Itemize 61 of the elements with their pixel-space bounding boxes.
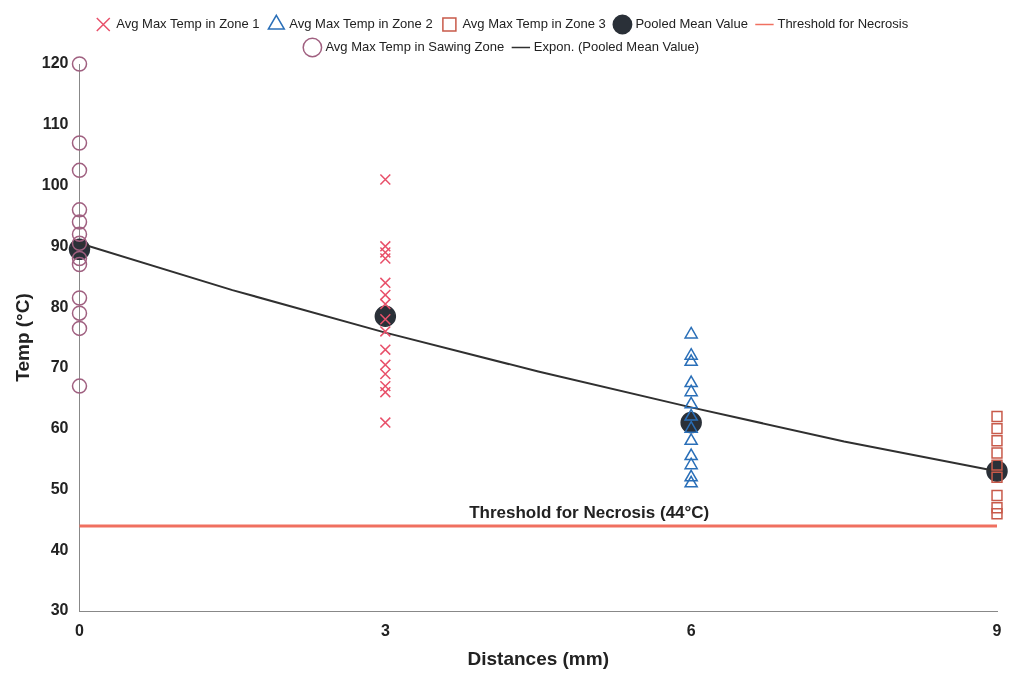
point	[684, 448, 698, 461]
y-tick-label: 90	[50, 236, 69, 254]
y-tick-label: 110	[42, 115, 69, 133]
y-tick-label: 60	[50, 419, 69, 437]
point	[991, 508, 1003, 520]
legend-label: Threshold for Necrosis	[777, 16, 909, 32]
point	[991, 489, 1003, 502]
x-tick-label: 9	[992, 622, 1002, 640]
y-tick-label: 100	[41, 175, 69, 193]
point	[71, 378, 88, 394]
point	[684, 475, 698, 488]
point	[379, 246, 392, 259]
point	[684, 354, 698, 367]
point	[379, 416, 392, 429]
legend-label: Expon. (Pooled Mean Value)	[533, 39, 700, 55]
point	[71, 202, 88, 218]
legend-label: Avg Max Temp in Zone 1	[116, 16, 260, 32]
point	[71, 256, 88, 273]
annotation: Threshold for Necrosis (44°C)	[469, 503, 710, 523]
y-tick-label: 40	[50, 540, 69, 558]
point	[71, 305, 88, 321]
point	[991, 459, 1003, 471]
x-tick-label: 0	[75, 622, 85, 640]
point	[71, 290, 88, 306]
point	[71, 250, 88, 267]
point	[71, 56, 88, 72]
point	[71, 226, 88, 242]
point	[991, 501, 1003, 514]
y-tick-label: 70	[50, 358, 69, 376]
point	[684, 347, 698, 360]
point	[991, 435, 1003, 447]
legend-label: Pooled Mean Value	[635, 16, 748, 32]
point	[379, 173, 392, 186]
point	[684, 457, 698, 470]
y-axis-title: Temp (°C)	[11, 293, 33, 382]
point	[684, 384, 698, 397]
x-axis-title: Distances (mm)	[467, 647, 609, 669]
legend-label: Avg Max Temp in Zone 2	[289, 16, 433, 32]
legend-label: Avg Max Temp in Zone 3	[462, 16, 606, 32]
point	[379, 386, 392, 398]
x-tick-label: 3	[380, 622, 390, 640]
x-tick-label: 6	[686, 622, 696, 640]
point	[71, 214, 88, 230]
point	[991, 422, 1003, 435]
legend-label: Avg Max Temp in Sawing Zone	[325, 39, 505, 55]
point	[379, 343, 392, 356]
point	[684, 326, 698, 339]
point	[684, 433, 698, 446]
y-tick-label: 120	[41, 54, 69, 72]
point	[71, 135, 88, 151]
point	[71, 162, 88, 179]
point	[71, 320, 88, 337]
point	[684, 469, 698, 482]
point	[991, 410, 1003, 423]
point	[684, 375, 698, 388]
y-tick-label: 30	[50, 601, 69, 619]
y-tick-label: 80	[50, 297, 69, 315]
point	[991, 447, 1003, 459]
point	[684, 396, 698, 409]
y-tick-label: 50	[50, 479, 69, 497]
point	[684, 408, 698, 421]
